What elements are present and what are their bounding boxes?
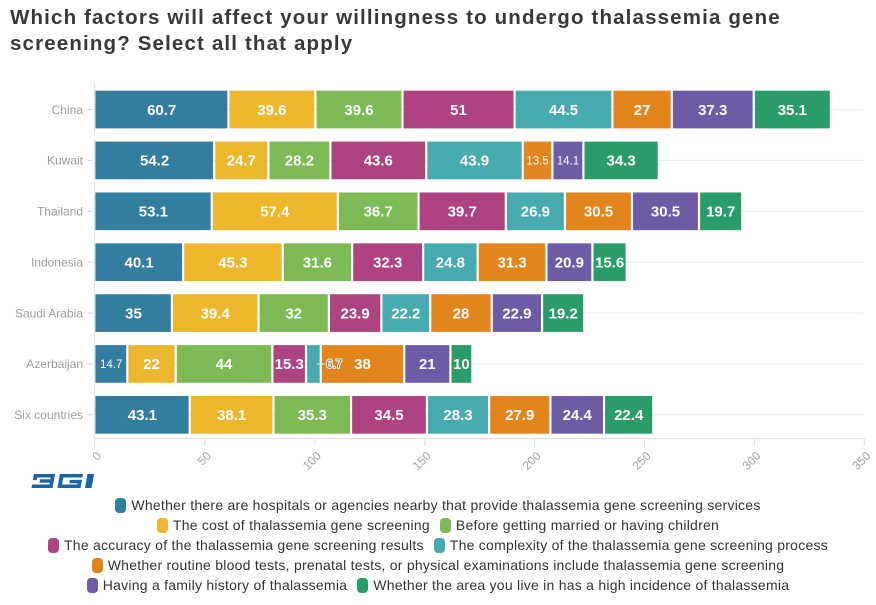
- svg-text:31.6: 31.6: [303, 254, 332, 271]
- svg-text:50: 50: [195, 448, 215, 468]
- svg-text:100: 100: [300, 448, 324, 472]
- svg-text:250: 250: [630, 448, 654, 472]
- svg-text:10: 10: [453, 356, 470, 373]
- svg-text:0: 0: [89, 449, 104, 464]
- svg-text:Indonesia: Indonesia: [31, 255, 83, 269]
- svg-text:19.2: 19.2: [549, 305, 578, 322]
- svg-text:14.7: 14.7: [100, 359, 122, 371]
- svg-text:150: 150: [410, 448, 434, 472]
- svg-text:37.3: 37.3: [698, 102, 727, 119]
- svg-text:China: China: [52, 103, 84, 117]
- svg-text:39.6: 39.6: [344, 102, 373, 119]
- svg-text:Thailand: Thailand: [37, 205, 83, 219]
- svg-text:32: 32: [285, 305, 302, 322]
- svg-text:26.9: 26.9: [521, 204, 550, 221]
- svg-text:45.3: 45.3: [218, 254, 247, 271]
- svg-text:Azerbaijan: Azerbaijan: [26, 357, 83, 371]
- svg-text:51: 51: [450, 102, 467, 119]
- svg-text:39.7: 39.7: [448, 204, 477, 221]
- svg-text:23.9: 23.9: [340, 305, 369, 322]
- svg-text:22.4: 22.4: [614, 407, 644, 424]
- svg-text:43.6: 43.6: [364, 153, 393, 170]
- svg-text:21: 21: [419, 356, 436, 373]
- svg-text:15.3: 15.3: [275, 356, 304, 373]
- svg-text:22.9: 22.9: [502, 305, 531, 322]
- svg-text:35: 35: [125, 305, 142, 322]
- svg-text:24.8: 24.8: [436, 254, 465, 271]
- svg-text:53.1: 53.1: [139, 204, 168, 221]
- svg-text:35.1: 35.1: [778, 102, 807, 119]
- svg-text:200: 200: [520, 448, 544, 472]
- svg-text:43.1: 43.1: [128, 407, 157, 424]
- svg-text:20.9: 20.9: [555, 254, 584, 271]
- svg-text:19.7: 19.7: [706, 204, 735, 221]
- svg-text:15.6: 15.6: [595, 254, 624, 271]
- svg-text:22: 22: [143, 356, 160, 373]
- svg-text:28: 28: [453, 305, 470, 322]
- svg-text:24.4: 24.4: [563, 407, 593, 424]
- svg-text:31.3: 31.3: [497, 254, 526, 271]
- svg-text:Saudi Arabia: Saudi Arabia: [15, 306, 83, 320]
- svg-text:28.3: 28.3: [443, 407, 472, 424]
- svg-text:34.3: 34.3: [606, 153, 635, 170]
- svg-text:300: 300: [739, 448, 763, 472]
- svg-text:60.7: 60.7: [147, 102, 176, 119]
- svg-text:27: 27: [634, 102, 651, 119]
- svg-text:38.1: 38.1: [217, 407, 246, 424]
- svg-text:22.2: 22.2: [391, 305, 420, 322]
- svg-text:24.7: 24.7: [227, 153, 256, 170]
- svg-text:57.4: 57.4: [260, 204, 290, 221]
- svg-text:54.2: 54.2: [140, 153, 169, 170]
- svg-text:Six countries: Six countries: [14, 408, 83, 422]
- svg-text:32.3: 32.3: [373, 254, 402, 271]
- svg-text:43.9: 43.9: [460, 153, 489, 170]
- svg-text:30.5: 30.5: [651, 204, 680, 221]
- svg-text:40.1: 40.1: [124, 254, 153, 271]
- svg-text:28.2: 28.2: [285, 153, 314, 170]
- svg-text:350: 350: [849, 448, 873, 472]
- svg-text:Kuwait: Kuwait: [47, 154, 84, 168]
- svg-text:44.5: 44.5: [549, 102, 578, 119]
- svg-text:34.5: 34.5: [374, 407, 403, 424]
- svg-text:44: 44: [216, 356, 233, 373]
- svg-text:14.1: 14.1: [557, 155, 579, 167]
- svg-text:27.9: 27.9: [505, 407, 534, 424]
- svg-text:35.3: 35.3: [298, 407, 327, 424]
- svg-text:36.7: 36.7: [364, 204, 393, 221]
- svg-text:39.4: 39.4: [201, 305, 231, 322]
- svg-text:6.7: 6.7: [326, 359, 342, 371]
- svg-text:39.6: 39.6: [257, 102, 286, 119]
- svg-text:30.5: 30.5: [584, 204, 613, 221]
- svg-text:38: 38: [354, 356, 371, 373]
- svg-text:13.5: 13.5: [526, 155, 548, 167]
